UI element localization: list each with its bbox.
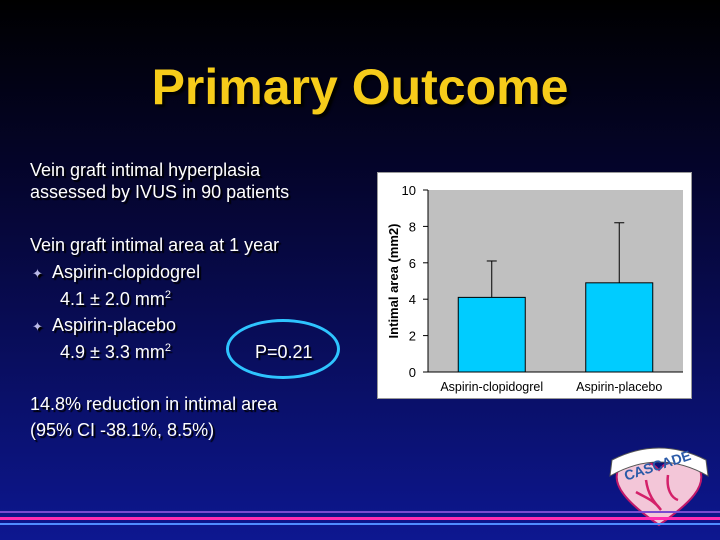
value-clopidogrel: 4.1 ± 2.0 mm2 <box>60 289 171 310</box>
cascade-logo: CASCADE <box>609 447 709 527</box>
chart-panel: 0 2 4 6 8 10 Intimal area (mm2) Aspirin-clopido… <box>377 172 692 399</box>
bar-chart: 0 2 4 6 8 10 Intimal area (mm2) Aspirin-clopido… <box>386 183 683 394</box>
value-text-clopidogrel: 4.1 ± 2.0 mm <box>60 289 165 309</box>
bullet-label-placebo: Aspirin-placebo <box>52 315 177 335</box>
text-line-5: (95% CI -38.1%, 8.5%) <box>30 420 215 440</box>
logo-vessels-shape <box>635 474 679 511</box>
y-tick-label: 6 <box>409 256 416 271</box>
superscript-2: 2 <box>164 289 172 301</box>
logo-banner-shape <box>609 447 709 477</box>
y-axis-label: Intimal area (mm2) <box>386 224 401 339</box>
bullet-item-placebo: ✦ Aspirin-placebo <box>32 315 177 336</box>
y-tick-label: 0 <box>409 365 416 380</box>
value-placebo: 4.9 ± 3.3 mm2 <box>60 342 171 363</box>
x-category-label: Aspirin-clopidogrel <box>440 380 543 394</box>
bullet-item-clopidogrel: ✦ Aspirin-clopidogrel <box>32 262 201 283</box>
bullet-label-clopidogrel: Aspirin-clopidogrel <box>52 262 201 282</box>
superscript-2: 2 <box>164 342 172 354</box>
y-tick-label: 10 <box>402 183 416 198</box>
y-tick-label: 4 <box>409 292 416 307</box>
text-line-4: 14.8% reduction in intimal area <box>30 394 278 414</box>
slide-title: Primary Outcome <box>151 59 569 115</box>
y-tick-label: 2 <box>409 329 416 344</box>
value-text-placebo: 4.9 ± 3.3 mm <box>60 342 165 362</box>
bar <box>585 282 654 373</box>
divider-line <box>0 523 720 525</box>
x-category-label: Aspirin-placebo <box>576 380 662 394</box>
text-line-2: assessed by IVUS in 90 patients <box>30 182 290 202</box>
bullet-star-icon: ✦ <box>32 319 43 334</box>
p-value-ellipse <box>226 319 340 379</box>
text-line-1: Vein graft intimal hyperplasia <box>30 160 261 180</box>
divider-line <box>0 511 720 513</box>
logo-heart-shape <box>615 457 703 527</box>
bullet-star-icon: ✦ <box>32 266 43 281</box>
divider-line <box>0 517 720 520</box>
y-tick-label: 8 <box>409 219 416 234</box>
bar <box>457 296 526 373</box>
text-line-3: Vein graft intimal area at 1 year <box>30 235 280 255</box>
